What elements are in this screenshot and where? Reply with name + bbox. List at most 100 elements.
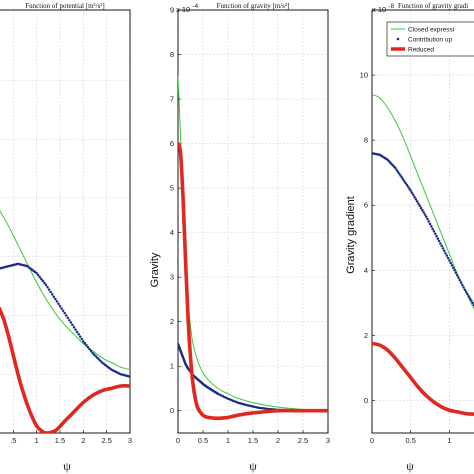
y-tick-label: 10 [360, 71, 368, 80]
x-tick-label: 2.5 [298, 436, 308, 445]
grid-gravity-gradient [371, 10, 474, 433]
data-point [431, 227, 434, 231]
data-point [453, 269, 456, 272]
data-point [396, 170, 400, 173]
data-point [466, 292, 469, 296]
data-point [82, 340, 85, 343]
data-point [72, 326, 76, 329]
series-closed-expression-potential [0, 209, 130, 371]
data-point [422, 211, 425, 214]
data-point [470, 299, 473, 302]
data-point [433, 232, 437, 235]
x-tick-label: 1 [447, 436, 451, 445]
x-axis-label-gravity: ψ [249, 459, 257, 473]
y-tick-label: 6 [364, 201, 368, 210]
x-tick-label: 1 [35, 436, 39, 445]
data-point [86, 345, 90, 349]
y-axis-multiplier-power-gravity: -4 [192, 3, 198, 10]
x-axis-label-gravity-gradient: ψ [406, 459, 414, 473]
data-point [88, 347, 91, 351]
data-point [444, 251, 447, 255]
data-point [468, 297, 472, 300]
x-tick-label: 1.5 [55, 436, 65, 445]
data-point [414, 198, 418, 201]
data-point [403, 179, 406, 183]
data-point [462, 286, 465, 289]
data-point [128, 375, 130, 378]
data-point [64, 314, 68, 317]
data-point [426, 217, 429, 221]
legend-swatch-contribution [396, 37, 400, 41]
y-tick-label: 0 [170, 406, 174, 415]
series-contribution-up-to-gravity-gradient [372, 151, 474, 308]
y-axis-multiplier-gravity: x 10 -4 [176, 3, 198, 14]
data-point [41, 279, 45, 283]
data-point [436, 237, 440, 240]
chart-title-gravity-gradient: Function of gravity gradi [398, 2, 468, 10]
data-point [50, 293, 54, 296]
y-axis-multiplier-gravity-gradient: x 10 -8 [372, 3, 394, 14]
data-point [71, 323, 74, 327]
x-tick-label: 2.5 [101, 436, 111, 445]
data-point [66, 316, 70, 320]
x-tick-label: 3 [326, 436, 330, 445]
data-point [63, 311, 66, 315]
data-point [35, 271, 38, 275]
data-point [427, 220, 431, 223]
series-reduced-gravity [178, 141, 328, 421]
data-point [417, 202, 420, 205]
data-point [439, 242, 442, 245]
chart-title-potential: Function of potential [m²/s²] [25, 2, 104, 10]
plot-area-gravity-gradient [371, 9, 474, 434]
series-group-gravity-gradient [372, 94, 474, 416]
data-point [36, 273, 40, 277]
x-tick-label: 3 [128, 436, 132, 445]
data-point [89, 349, 93, 353]
data-point [415, 200, 419, 203]
data-point [405, 183, 409, 187]
data-point [55, 300, 59, 303]
data-point [404, 181, 407, 185]
data-point [393, 166, 397, 170]
data-point [97, 358, 101, 361]
data-point [47, 288, 51, 291]
data-point [418, 204, 421, 208]
data-point [452, 266, 455, 270]
y-tick-label: 4 [170, 228, 174, 237]
data-point [58, 304, 62, 308]
data-point [467, 295, 471, 298]
x-tick-label: 0.5 [405, 436, 415, 445]
y-tick-label: 7 [170, 95, 174, 104]
y-tick-label: 9 [170, 6, 174, 15]
y-axis-multiplier-base-gravity: x 10 [176, 5, 190, 14]
data-point [437, 239, 441, 243]
series-group-gravity [178, 76, 328, 421]
data-point [96, 356, 99, 360]
data-point [463, 288, 467, 292]
x-axis-label-potential: ψ [63, 459, 71, 473]
data-point [471, 301, 474, 305]
data-point [61, 309, 65, 313]
data-point [423, 213, 427, 216]
data-point [94, 354, 98, 358]
data-point [440, 244, 443, 248]
legend-label-contribution: Contribution up [408, 37, 452, 44]
data-point [92, 353, 96, 356]
data-point [435, 234, 438, 238]
data-point [457, 276, 460, 279]
y-tick-label: 2 [364, 331, 368, 340]
y-tick-label: 2 [170, 317, 174, 326]
data-point [69, 321, 73, 324]
data-point [399, 174, 402, 177]
data-point [43, 281, 46, 285]
x-tick-label: 1 [226, 436, 230, 445]
data-point [430, 225, 433, 228]
data-point [46, 286, 49, 289]
series-reduced-potential [0, 306, 130, 433]
chart-title-gravity: Function of gravity [m/s²] [217, 2, 290, 10]
y-tick-label: 8 [364, 136, 368, 145]
data-point [75, 330, 79, 334]
data-point [409, 189, 412, 192]
legend-label-reduced: Reduced [408, 47, 434, 54]
